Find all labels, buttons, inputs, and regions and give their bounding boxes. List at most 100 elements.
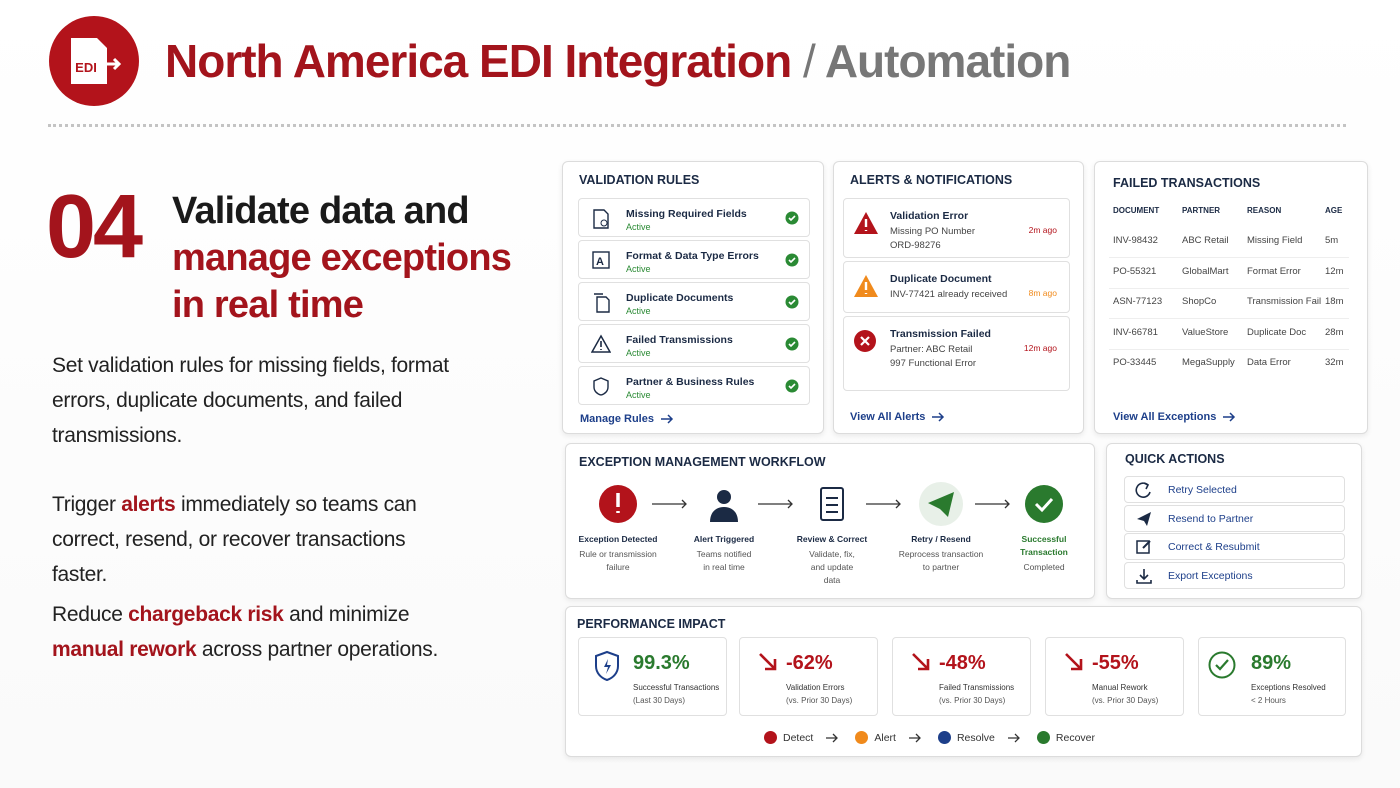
icon-part: [785, 295, 799, 309]
metric-icon: [757, 651, 779, 673]
metric-icon: [1208, 651, 1236, 679]
table-cell: Missing Field: [1247, 235, 1303, 246]
link[interactable]: View All Alerts: [850, 411, 945, 423]
action-button[interactable]: Resend to Partner: [1124, 504, 1345, 532]
row-divider: [1109, 348, 1349, 350]
icon-part: [710, 490, 738, 522]
icon-part: [595, 650, 619, 682]
icon-part: [975, 499, 1010, 509]
metric-label: Manual Rework: [1092, 683, 1148, 692]
icon-part: [604, 659, 611, 674]
alert-title: Duplicate Document: [890, 273, 992, 285]
metric-value: -48%: [939, 652, 986, 674]
metric-card: -55% Manual Rework (vs. Prior 30 Days): [1045, 637, 1184, 716]
step-description: Rule or transmission failure: [579, 549, 657, 572]
icon-part: [1025, 485, 1063, 523]
metric-note: (Last 30 Days): [633, 696, 686, 705]
icon-part: [1065, 653, 1083, 671]
heading-line: manage exceptions: [172, 237, 512, 279]
heading-line: Validate data and: [172, 190, 470, 232]
flow-arrow: [757, 499, 795, 509]
icon-part: [975, 499, 1010, 509]
alert-detail: Missing PO Number: [890, 226, 975, 237]
icon-part: [820, 487, 844, 521]
rule-status: Active: [626, 264, 651, 274]
alert-detail: INV-77421 already received: [890, 289, 1008, 300]
icon-part: [785, 211, 799, 225]
action-icon: [1135, 567, 1153, 585]
legend-arrow: [1007, 733, 1021, 743]
rule-icon: [591, 334, 611, 356]
icon-part: [593, 209, 609, 229]
rule-icon: A: [591, 250, 611, 272]
legend-dot: [1036, 731, 1050, 744]
status-check: [785, 379, 799, 393]
step-icon: [598, 484, 638, 524]
icon-part: [788, 299, 796, 306]
rule-row: Failed Transmissions Active: [578, 324, 810, 363]
icon-part: [866, 499, 901, 509]
metric-label: Exceptions Resolved: [1251, 683, 1326, 692]
icon-part: [785, 253, 799, 267]
legend-arrow: [825, 733, 839, 743]
alert-detail: Partner: ABC Retail: [890, 344, 973, 355]
rule-name: Missing Required Fields: [626, 208, 747, 220]
table-cell: Duplicate Doc: [1247, 326, 1307, 338]
rule-status: Active: [626, 222, 651, 232]
title-main: North America EDI Integration: [165, 35, 792, 87]
rule-status: Active: [626, 306, 651, 316]
link[interactable]: View All Exceptions: [1113, 411, 1236, 423]
icon-part: [826, 733, 839, 742]
icon-part: A: [592, 251, 610, 269]
alert-icon: [853, 329, 877, 353]
step-description: Completed: [1023, 562, 1065, 572]
action-button[interactable]: Export Exceptions: [1124, 562, 1345, 590]
icon-part: [1143, 482, 1150, 490]
table-cell: PO-33445: [1113, 357, 1157, 369]
icon-part: [591, 334, 611, 353]
action-label: Export Exceptions: [1168, 570, 1253, 583]
metric-value: 89%: [1251, 652, 1292, 674]
icon-part: [1136, 540, 1150, 555]
link[interactable]: Manage Rules: [580, 413, 674, 425]
icon-part: [866, 499, 901, 509]
action-icon: [1135, 538, 1153, 556]
column-header: DOCUMENT: [1113, 206, 1160, 215]
metric-card: -62% Validation Errors (vs. Prior 30 Days): [739, 637, 878, 716]
panel-title: QUICK ACTIONS: [1125, 452, 1225, 466]
step-description: Teams notified in real time: [696, 549, 752, 572]
icon-part: [595, 650, 619, 682]
icon-part: [660, 414, 674, 424]
metric-value: -62%: [786, 652, 833, 674]
metric-label: Validation Errors: [786, 683, 845, 692]
table-cell: 18m: [1325, 296, 1344, 308]
icon-part: [854, 275, 878, 297]
icon-part: [1215, 659, 1229, 671]
logo-text: EDI: [75, 60, 97, 75]
logo: EDI: [49, 16, 139, 106]
icon-part: [1065, 653, 1083, 671]
table-cell: 5m: [1325, 235, 1339, 246]
icon-part: [788, 383, 796, 390]
icon-part: [1034, 497, 1054, 513]
icon-part: [593, 377, 609, 396]
icon-part: [1137, 511, 1151, 526]
action-button[interactable]: Correct & Resubmit: [1124, 533, 1345, 561]
legend-label: Recover: [1055, 731, 1095, 744]
failed-transactions-panel: FAILED TRANSACTIONS DOCUMENT PARTNER REASON…: [1094, 161, 1368, 434]
performance-panel: PERFORMANCE IMPACT 99.3% Successful Transa…: [565, 606, 1362, 757]
icon-part: [1223, 412, 1236, 422]
icon-part: [1208, 651, 1236, 679]
divider: [48, 124, 1346, 127]
rule-icon: [591, 208, 611, 230]
action-label: Resend to Partner: [1168, 512, 1254, 525]
icon-part: [1136, 569, 1152, 584]
logo-arrow: [105, 57, 122, 71]
column-header: AGE: [1325, 206, 1343, 215]
legend-dot: [764, 731, 777, 744]
icon-part: [1025, 485, 1063, 523]
title-section: Automation: [824, 35, 1072, 87]
icon-part: [820, 487, 844, 521]
step-title: Exception Detected: [578, 534, 658, 544]
action-button[interactable]: Retry Selected: [1124, 476, 1345, 503]
